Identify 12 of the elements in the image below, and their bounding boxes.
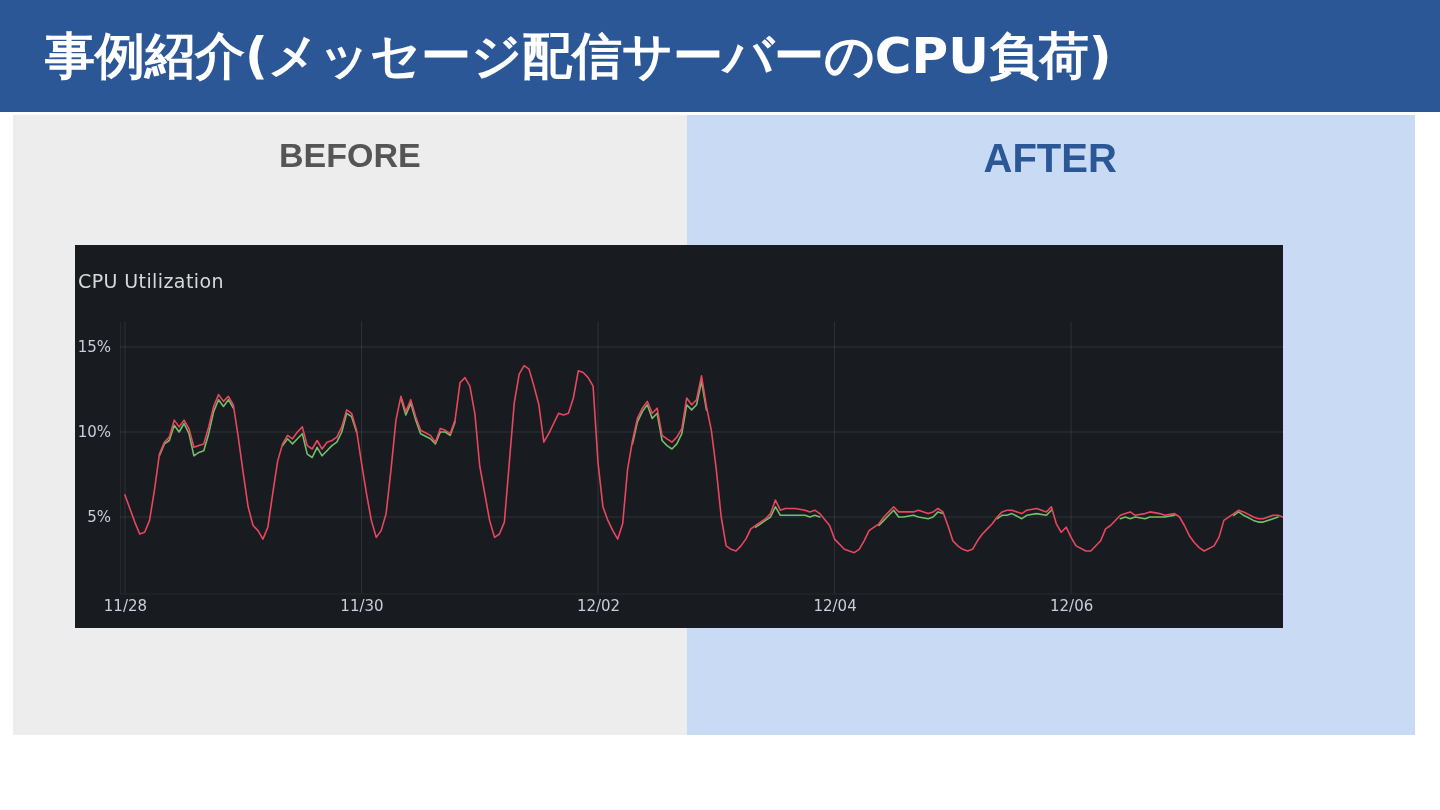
y-tick-label: 10%	[77, 423, 111, 442]
chart-title: 事例紹介(メッセージ配信サーバーのCPU負荷)	[45, 26, 1112, 86]
x-tick-label: 12/04	[813, 597, 857, 616]
x-tick-label: 11/28	[103, 597, 148, 616]
x-tick-label: 12/02	[576, 597, 621, 616]
chart-subtitle: CPU Utilization	[78, 270, 224, 292]
y-tick-label: 15%	[77, 338, 111, 357]
text: BEFORE	[279, 136, 421, 174]
y-tick-label: 5%	[87, 508, 111, 527]
x-tick-label: 12/06	[1049, 597, 1094, 616]
text: AFTER	[983, 136, 1117, 180]
x-tick-label: 11/30	[340, 597, 384, 616]
